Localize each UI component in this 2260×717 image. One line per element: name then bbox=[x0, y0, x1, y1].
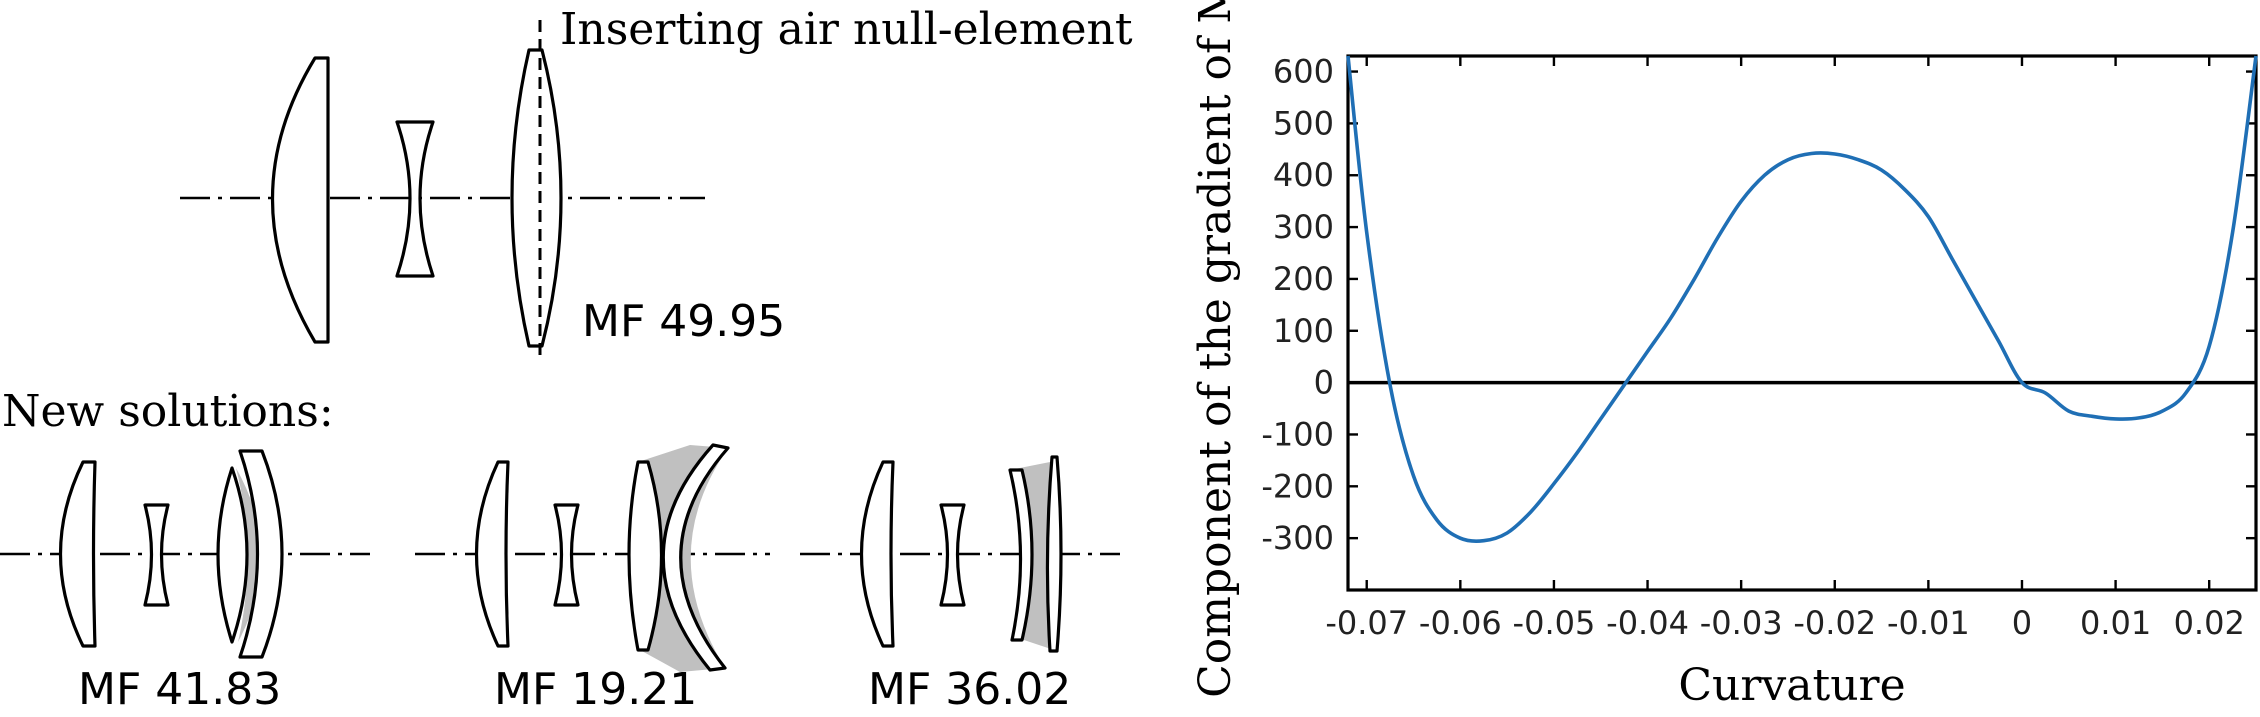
x-tick-label: -0.06 bbox=[1419, 604, 1502, 642]
y-tick-label: 0 bbox=[1314, 364, 1334, 402]
solution-3-lens-3a bbox=[1008, 468, 1034, 642]
x-tick-label: 0.01 bbox=[2080, 604, 2151, 642]
y-tick-label: -200 bbox=[1261, 467, 1334, 505]
solution-2-lens-3a bbox=[627, 460, 664, 652]
lens-1-plano-convex bbox=[270, 56, 330, 344]
solution-2 bbox=[415, 443, 770, 672]
solution-2-mf-label: MF 19.21 bbox=[494, 664, 697, 715]
y-tick-label: 200 bbox=[1273, 260, 1334, 298]
solution-3-lens-3b bbox=[1045, 455, 1063, 653]
plot-area bbox=[1346, 54, 2258, 592]
new-solutions-label: New solutions: bbox=[2, 386, 334, 437]
lens-3-biconvex bbox=[510, 48, 563, 348]
x-axis-ticks: -0.07 -0.06 -0.05 -0.04 -0.03 -0.02 -0.01 0 0.01… bbox=[1325, 56, 2245, 642]
annotation-inserting-air-null-element: Inserting air null-element bbox=[560, 4, 1133, 55]
gradient-curve-series bbox=[1346, 55, 2258, 544]
solution-3-lens-1 bbox=[859, 460, 895, 648]
solution-3-lens-2 bbox=[939, 503, 966, 607]
solution-2-lens-2 bbox=[553, 503, 580, 607]
initial-lens-system: Inserting air null-element MF 49.95 bbox=[180, 4, 1133, 362]
gradient-chart: -0.07 -0.06 -0.05 -0.04 -0.03 -0.02 -0.01 0 0.01… bbox=[1190, 0, 2258, 711]
solution-1-mf-label: MF 41.83 bbox=[78, 664, 281, 715]
lens-diagram-panel: Inserting air null-element MF 49.95 New … bbox=[0, 4, 1133, 715]
x-tick-label: -0.05 bbox=[1513, 604, 1596, 642]
y-tick-label: 100 bbox=[1273, 312, 1334, 350]
x-tick-label: 0 bbox=[2012, 604, 2032, 642]
solution-3-mf-label: MF 36.02 bbox=[868, 664, 1071, 715]
x-tick-label: -0.04 bbox=[1606, 604, 1689, 642]
y-tick-label: 500 bbox=[1273, 104, 1334, 142]
solution-1-lens-3a bbox=[216, 466, 249, 644]
solution-3 bbox=[800, 455, 1120, 653]
y-tick-label: -100 bbox=[1261, 415, 1334, 453]
solution-1-lens-1 bbox=[59, 460, 97, 648]
y-tick-label: 300 bbox=[1273, 208, 1334, 246]
y-axis-label: Component of the gradient of MF bbox=[1190, 0, 1241, 698]
lens-2-biconcave bbox=[395, 120, 435, 278]
x-tick-label: -0.07 bbox=[1325, 604, 1408, 642]
x-tick-label: 0.02 bbox=[2174, 604, 2245, 642]
solution-1-lens-2 bbox=[143, 503, 170, 607]
solution-2-lens-3b bbox=[661, 443, 730, 672]
solution-1-lens-3b bbox=[238, 449, 284, 659]
solution-2-lens-1 bbox=[474, 460, 510, 648]
solution-2-air-gap-shading bbox=[638, 445, 728, 672]
x-axis-label: Curvature bbox=[1678, 660, 1905, 711]
x-tick-label: -0.02 bbox=[1793, 604, 1876, 642]
x-tick-label: -0.01 bbox=[1887, 604, 1970, 642]
y-tick-label: -300 bbox=[1261, 519, 1334, 557]
solution-1 bbox=[0, 449, 370, 659]
y-tick-label: 400 bbox=[1273, 156, 1334, 194]
y-axis-ticks: -300 -200 -100 0 100 200 300 400 500 600 bbox=[1261, 53, 2256, 557]
mf-initial-label: MF 49.95 bbox=[582, 296, 785, 347]
y-tick-label: 600 bbox=[1273, 53, 1334, 91]
x-tick-label: -0.03 bbox=[1700, 604, 1783, 642]
